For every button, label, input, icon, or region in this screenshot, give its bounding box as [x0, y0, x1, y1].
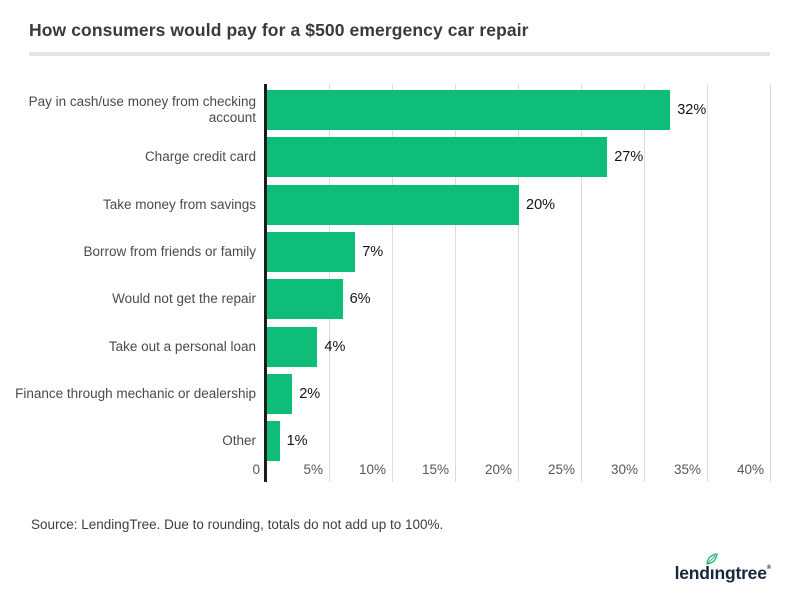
x-tick-label: 30%: [610, 462, 638, 477]
x-tick-label: 40%: [736, 462, 764, 477]
source-note: Source: LendingTree. Due to rounding, to…: [31, 517, 444, 532]
category-label: Charge credit card: [144, 149, 256, 165]
bar-value-label: 27%: [614, 149, 644, 166]
bar-value-label: 32%: [677, 102, 707, 118]
logo-letter-i: ı: [706, 553, 718, 584]
gridline: [518, 84, 519, 482]
gridline: [392, 84, 393, 482]
bar: [267, 231, 356, 272]
bar-value-label: 7%: [362, 243, 384, 260]
x-tick-label: 35%: [673, 462, 701, 477]
lendingtree-logo: lendı ngtree®: [674, 553, 771, 584]
category-label: Pay in cash/use money from checking acco…: [28, 93, 256, 125]
category-label: Would not get the repair: [112, 291, 256, 307]
logo-text-post: ngtree: [714, 563, 767, 583]
gridline: [581, 84, 582, 482]
category-label: Take money from savings: [102, 196, 256, 212]
bar-value-label: 20%: [526, 196, 556, 213]
x-tick-label: 20%: [484, 462, 512, 477]
x-tick-label: 10%: [358, 462, 386, 477]
x-tick-label: 5%: [303, 462, 323, 477]
gridline: [455, 84, 456, 482]
bar: [267, 184, 519, 225]
bar: [267, 90, 671, 130]
y-axis-line: [264, 84, 267, 482]
title-divider: [29, 52, 770, 56]
x-tick-label: 15%: [421, 462, 449, 477]
x-tick-label: 0: [252, 462, 260, 477]
gridline: [644, 84, 645, 482]
chart-title: How consumers would pay for a $500 emerg…: [29, 20, 529, 40]
category-label: Take out a personal loan: [108, 338, 256, 354]
bar-value-label: 6%: [349, 291, 371, 308]
x-tick-label: 25%: [547, 462, 575, 477]
logo-registered-mark: ®: [766, 565, 771, 571]
bar-value-label: 1%: [286, 433, 308, 450]
bar: [267, 373, 293, 414]
logo-text-pre: lend: [674, 563, 710, 583]
category-label: Borrow from friends or family: [83, 243, 256, 259]
category-label: Finance through mechanic or dealership: [15, 385, 256, 401]
bar: [267, 279, 343, 320]
bar: [267, 137, 608, 178]
bar-value-label: 4%: [324, 338, 346, 355]
gridline: [707, 84, 708, 482]
gridline: [770, 84, 771, 482]
bar-value-label: 2%: [299, 385, 321, 402]
bar: [267, 326, 318, 367]
leaf-icon: [706, 553, 718, 565]
bar: [267, 421, 280, 462]
category-label: Other: [222, 433, 256, 448]
